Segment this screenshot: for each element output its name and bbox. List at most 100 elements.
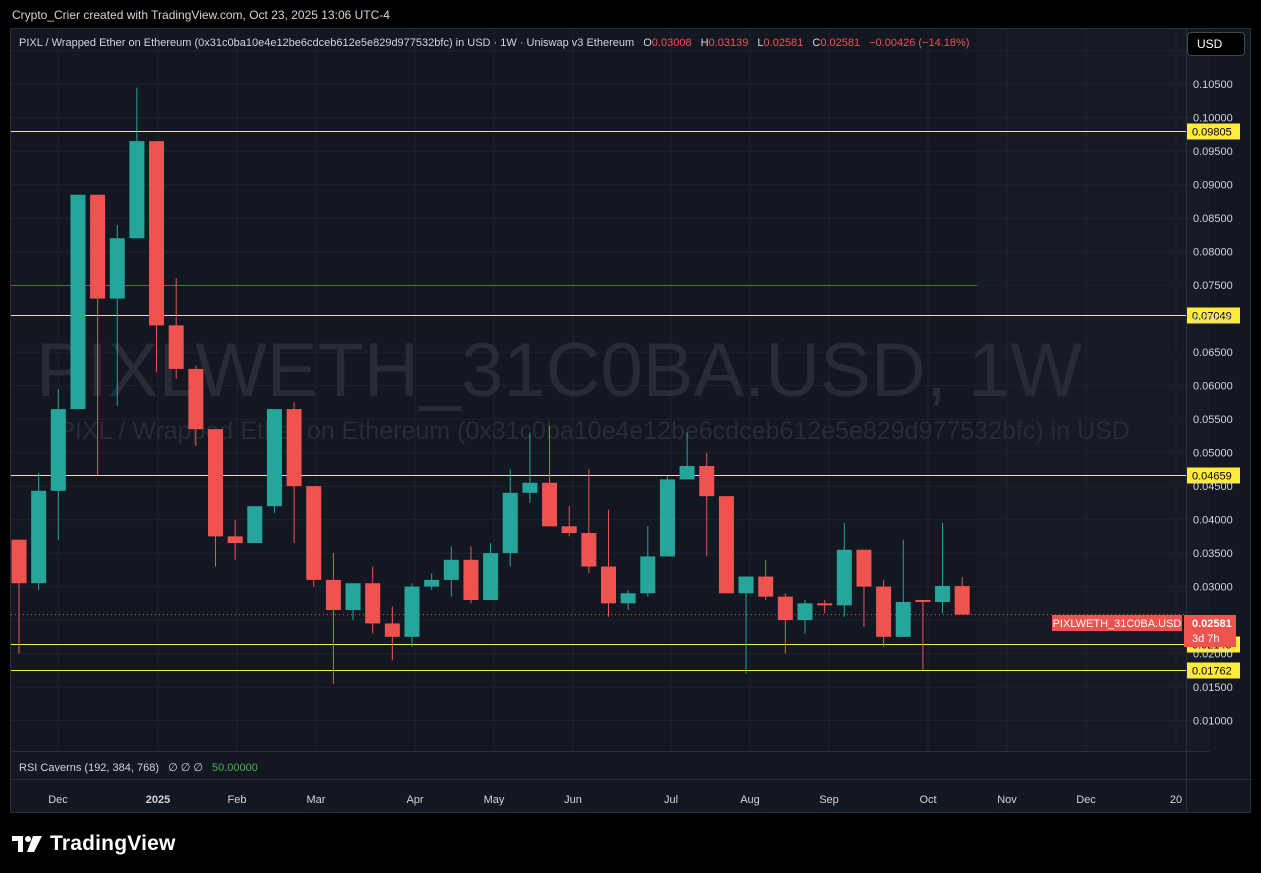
- price-tick-label: 0.06000: [1193, 381, 1233, 393]
- candle-body: [561, 526, 577, 534]
- level-tag: [1187, 662, 1240, 679]
- price-tick-label: 0.04000: [1193, 515, 1233, 527]
- candle-body: [208, 429, 223, 537]
- candle: [640, 526, 656, 597]
- price-tick-label: 0.01500: [1193, 682, 1233, 694]
- candle: [561, 506, 577, 537]
- level-tag: [1187, 307, 1240, 324]
- candles: [11, 87, 970, 684]
- candle: [836, 522, 852, 617]
- price-tick-label: 0.05500: [1193, 414, 1233, 426]
- candle: [699, 452, 715, 557]
- candle-body: [522, 482, 538, 493]
- candle: [954, 577, 970, 615]
- candle-body: [31, 490, 47, 584]
- indicator-value-green: 50.00000: [212, 762, 258, 774]
- legend: PIXL / Wrapped Ether on Ethereum (0x31c0…: [19, 37, 969, 49]
- tradingview-logo-icon: [12, 836, 42, 852]
- price-chart[interactable]: PIXLWETH_31C0BA.USD, 1W PIXL / Wrapped E…: [11, 29, 1252, 814]
- candle-body: [542, 482, 558, 527]
- candle-body: [404, 586, 420, 637]
- candle: [168, 278, 184, 379]
- candle-body: [601, 566, 616, 604]
- candle-body: [247, 506, 263, 544]
- last-price-symbol: PIXLWETH_31C0BA.USD: [1053, 618, 1182, 630]
- candle-body: [70, 194, 86, 410]
- candle-body: [443, 559, 459, 580]
- candle: [109, 224, 125, 406]
- candle-body: [483, 553, 499, 600]
- time-tick-label: Jun: [564, 794, 582, 806]
- candle-body: [640, 556, 656, 594]
- candle-body: [935, 585, 951, 602]
- candle: [188, 365, 204, 446]
- candle-body: [502, 492, 518, 554]
- candle: [247, 506, 263, 544]
- candle: [90, 194, 106, 475]
- ohlc-low-label: L: [757, 37, 763, 49]
- time-tick-label: 20: [1170, 794, 1182, 806]
- candle: [129, 87, 145, 239]
- candle: [659, 476, 675, 557]
- candle-body: [11, 539, 27, 584]
- candle-body: [915, 599, 931, 602]
- candle-body: [50, 409, 66, 491]
- candle-body: [659, 479, 675, 557]
- candle: [738, 576, 754, 674]
- candle-body: [365, 583, 381, 624]
- candle: [31, 472, 47, 590]
- price-tick-label: 0.04500: [1193, 481, 1233, 493]
- price-tick-label: 0.09500: [1193, 146, 1233, 158]
- candle-body: [384, 623, 400, 637]
- price-tick-label: 0.08000: [1193, 247, 1233, 259]
- candle: [384, 606, 400, 661]
- time-tick-label: Aug: [740, 794, 760, 806]
- candle-body: [463, 559, 479, 600]
- svg-text:PIXL / Wrapped Ether on Ethere: PIXL / Wrapped Ether on Ethereum (0x31c0…: [19, 37, 969, 49]
- candle-body: [679, 466, 695, 480]
- time-tick-label: Dec: [1076, 794, 1096, 806]
- candle-body: [129, 141, 145, 239]
- level-tag-label: 0.07049: [1192, 311, 1232, 323]
- chart-frame[interactable]: PIXLWETH_31C0BA.USD, 1W PIXL / Wrapped E…: [10, 28, 1252, 814]
- time-tick-label: Nov: [997, 794, 1017, 806]
- currency-button[interactable]: USD: [1187, 32, 1245, 56]
- candle: [463, 546, 479, 604]
- last-price-marker: PIXLWETH_31C0BA.USD 0.02581 3d 7h: [1052, 615, 1236, 647]
- ohlc-high: 0.03139: [709, 37, 749, 49]
- candle-body: [168, 325, 184, 369]
- level-tag-label: 0.09805: [1192, 127, 1232, 139]
- candle: [345, 583, 361, 621]
- last-price-tag: [1184, 615, 1236, 647]
- ohlc-low: 0.02581: [764, 37, 804, 49]
- candle: [935, 522, 951, 614]
- candle-body: [227, 536, 243, 544]
- price-tick-label: 0.03000: [1193, 582, 1233, 594]
- candle: [915, 599, 931, 671]
- candle: [856, 549, 872, 627]
- candle: [483, 543, 499, 600]
- candle-countdown: 3d 7h: [1192, 633, 1220, 645]
- candle-body: [306, 486, 322, 580]
- candle: [718, 496, 734, 594]
- candle-body: [424, 579, 440, 587]
- last-price-value: 0.02581: [1192, 618, 1232, 630]
- candle: [620, 589, 636, 611]
- candle-body: [109, 238, 125, 299]
- candle: [522, 432, 538, 503]
- candle: [876, 579, 892, 647]
- level-tag-label: 0.04659: [1192, 471, 1232, 483]
- time-tick-label: Dec: [48, 794, 68, 806]
- price-tick-label: 0.09000: [1193, 180, 1233, 192]
- candle-body: [325, 579, 341, 611]
- tradingview-logo: TradingView: [12, 832, 176, 856]
- candle: [424, 573, 440, 590]
- price-tick-label: 0.01000: [1193, 716, 1233, 728]
- indicator-pane[interactable]: RSI Caverns (192, 384, 768) ∅ ∅ ∅ 50.000…: [11, 751, 1210, 775]
- watermark-description: PIXL / Wrapped Ether on Ethereum (0x31c0…: [58, 417, 1130, 445]
- candle-body: [817, 603, 833, 606]
- candle: [581, 469, 597, 574]
- candle: [404, 583, 420, 647]
- candle: [542, 425, 558, 527]
